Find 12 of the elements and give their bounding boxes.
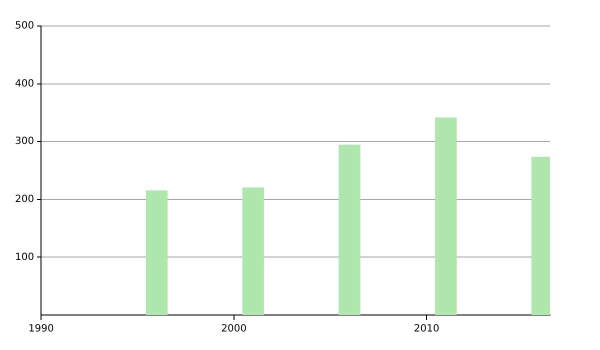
bar — [338, 144, 360, 315]
x-tick-label: 2000 — [221, 324, 247, 335]
bar — [435, 118, 457, 315]
x-tick-label: 1990 — [28, 324, 54, 335]
y-tick-label: 200 — [14, 194, 34, 205]
x-tick-label: 2010 — [414, 324, 440, 335]
bar — [146, 190, 168, 315]
y-tick-label: 400 — [14, 78, 34, 90]
y-tick-label: 300 — [14, 136, 34, 148]
y-tick-label: 100 — [14, 252, 34, 263]
y-tick-label: 500 — [14, 20, 34, 32]
bar — [242, 188, 264, 315]
